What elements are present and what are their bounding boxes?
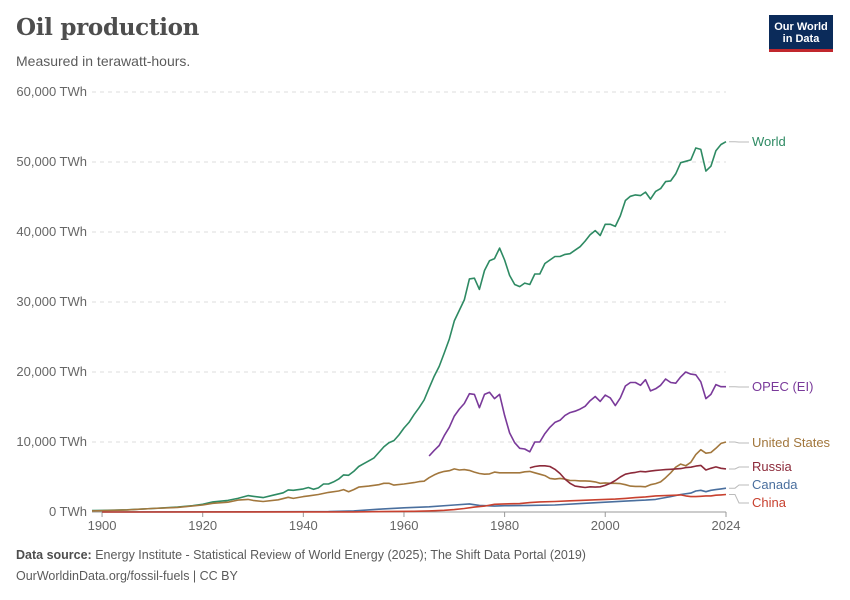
series-line-russia[interactable] <box>529 464 727 489</box>
footer-source: Data source: Energy Institute - Statisti… <box>16 548 586 562</box>
x-tick-label: 2000 <box>591 518 620 533</box>
series-label-connector <box>729 466 749 470</box>
y-tick-label: 0 TWh <box>49 504 87 519</box>
y-tick-label: 60,000 TWh <box>16 84 87 99</box>
series-label: China <box>752 495 787 510</box>
x-tick-label: 2024 <box>712 518 741 533</box>
y-tick-label: 20,000 TWh <box>16 364 87 379</box>
series-line-opec-ei[interactable] <box>428 371 726 457</box>
x-tick-label: 1960 <box>390 518 419 533</box>
series-line-canada[interactable] <box>102 487 727 513</box>
series-label: OPEC (EI) <box>752 379 813 394</box>
series-label: Canada <box>752 477 798 492</box>
footer-url[interactable]: OurWorldinData.org/fossil-fuels | CC BY <box>16 569 238 583</box>
logo-line-2: in Data <box>782 33 820 45</box>
series-line-world[interactable] <box>91 141 727 512</box>
y-tick-label: 10,000 TWh <box>16 434 87 449</box>
series-lines <box>91 141 727 513</box>
x-axis-ticks: 1900 1920 1940 1960 1980 2000 2024 <box>88 512 741 533</box>
series-label: United States <box>752 435 831 450</box>
y-axis-ticks: 0 TWh 10,000 TWh 20,000 TWh 30,000 TWh 40,00… <box>16 84 87 519</box>
chart-subtitle: Measured in terawatt-hours. <box>16 53 191 69</box>
logo-line-1: Our World <box>774 21 828 33</box>
series-label-connector <box>729 441 749 444</box>
source-label: Data source: <box>16 548 92 562</box>
source-text: Energy Institute - Statistical Review of… <box>95 548 586 562</box>
series-labels: World OPEC (EI) United States Russia Canada C… <box>729 134 831 510</box>
grid-lines <box>92 91 726 513</box>
chart-title: Oil production <box>16 14 200 41</box>
x-tick-label: 1980 <box>490 518 519 533</box>
x-tick-label: 1900 <box>88 518 117 533</box>
owid-logo[interactable]: Our World in Data <box>769 15 833 52</box>
series-label-connector <box>729 494 749 504</box>
y-tick-label: 30,000 TWh <box>16 294 87 309</box>
series-label: World <box>752 134 786 149</box>
series-line-united-states[interactable] <box>91 441 727 512</box>
x-tick-label: 1940 <box>289 518 318 533</box>
series-label: Russia <box>752 459 793 474</box>
series-label-connector <box>729 484 749 489</box>
y-tick-label: 50,000 TWh <box>16 154 87 169</box>
x-tick-label: 1920 <box>188 518 217 533</box>
y-tick-label: 40,000 TWh <box>16 224 87 239</box>
series-line-china[interactable] <box>102 493 727 513</box>
